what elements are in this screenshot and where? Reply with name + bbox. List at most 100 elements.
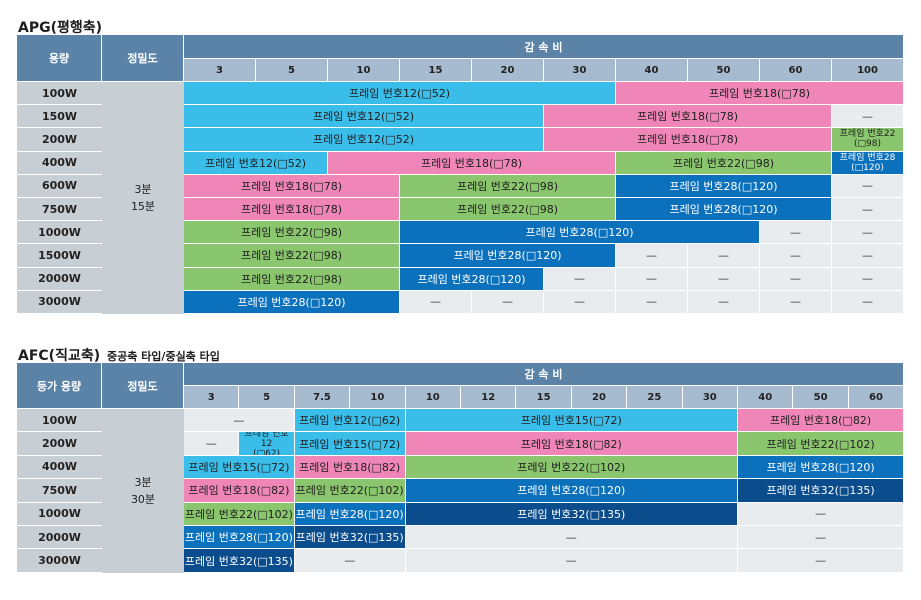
afc-ratio-8: 25 xyxy=(627,386,683,409)
afc-empty-cell: — xyxy=(405,549,738,573)
afc-frame-cell: 프레임 번호18(□82) xyxy=(405,432,738,456)
afc-ratio-0: 3 xyxy=(184,386,240,409)
apg-empty-cell: — xyxy=(832,198,904,222)
afc-frame-cell: 프레임 번호15(□72) xyxy=(405,409,738,433)
apg-ratio-1: 5 xyxy=(256,59,328,82)
apg-row-label: 1000W xyxy=(17,221,102,245)
afc-title: AFC(직교축) 중공축 타입/중실축 타입 xyxy=(18,345,220,365)
afc-ratio-7: 20 xyxy=(571,386,628,409)
afc-frame-cell: 프레임 번호22(□102) xyxy=(184,502,295,526)
afc-frame-cell: 프레임 번호18(□82) xyxy=(294,455,406,480)
apg-row-label: 2000W xyxy=(17,267,102,291)
afc-ratio-1: 5 xyxy=(239,386,295,409)
afc-frame-cell: 프레임 번호32(□135) xyxy=(405,502,738,526)
apg-row-label: 400W xyxy=(17,151,102,175)
apg-frame-cell: 프레임 번호28(□120) xyxy=(616,198,832,222)
afc-frame-cell: 프레임 번호22(□102) xyxy=(405,455,738,480)
afc-frame-cell: 프레임 번호15(□72) xyxy=(294,432,406,456)
apg-empty-cell: — xyxy=(616,267,688,291)
apg-frame-cell: 프레임 번호22 (□98) xyxy=(832,128,904,152)
apg-empty-cell: — xyxy=(832,290,904,314)
apg-empty-cell: — xyxy=(832,105,904,129)
apg-frame-cell: 프레임 번호18(□78) xyxy=(184,198,400,222)
apg-empty-cell: — xyxy=(760,267,832,291)
apg-frame-cell: 프레임 번호18(□78) xyxy=(328,151,616,175)
afc-ratio-header: 감 속 비 xyxy=(184,363,904,386)
apg-empty-cell: — xyxy=(616,244,688,268)
apg-empty-cell: — xyxy=(832,174,904,198)
apg-frame-cell: 프레임 번호18(□78) xyxy=(184,174,400,198)
apg-frame-cell: 프레임 번호28(□120) xyxy=(184,290,400,314)
afc-frame-cell: 프레임 번호28(□120) xyxy=(405,479,738,503)
apg-frame-cell: 프레임 번호22(□98) xyxy=(616,151,832,175)
apg-precision-value: 3분 15분 xyxy=(102,82,184,314)
apg-row-label: 600W xyxy=(17,174,102,198)
apg-ratio-5: 30 xyxy=(544,59,616,82)
afc-frame-cell: 프레임 번호32(□135) xyxy=(294,526,406,550)
apg-frame-cell: 프레임 번호28(□120) xyxy=(616,174,832,198)
apg-frame-cell: 프레임 번호18(□78) xyxy=(544,128,832,152)
afc-ratio-11: 50 xyxy=(793,386,849,409)
afc-empty-cell: — xyxy=(184,409,295,433)
afc-empty-cell: — xyxy=(294,549,406,573)
afc-frame-cell: 프레임 번호28(□120) xyxy=(184,526,295,550)
apg-frame-cell: 프레임 번호22(□98) xyxy=(184,244,400,268)
afc-precision-header: 정밀도 xyxy=(102,363,184,409)
afc-frame-cell: 프레임 번호12(□62) xyxy=(294,409,406,433)
apg-empty-cell: — xyxy=(760,290,832,314)
apg-ratio-header: 감 속 비 xyxy=(184,35,904,59)
afc-frame-cell: 프레임 번호22(□102) xyxy=(738,432,905,456)
apg-empty-cell: — xyxy=(688,290,760,314)
apg-frame-cell: 프레임 번호22(□98) xyxy=(184,267,400,291)
apg-frame-cell: 프레임 번호12(□52) xyxy=(184,151,328,175)
apg-frame-cell: 프레임 번호12(□52) xyxy=(184,82,616,106)
afc-row-label: 2000W xyxy=(17,526,102,550)
afc-frame-cell: 프레임 번호32(□135) xyxy=(738,479,905,503)
apg-empty-cell: — xyxy=(616,290,688,314)
apg-frame-cell: 프레임 번호12(□52) xyxy=(184,128,544,152)
apg-empty-cell: — xyxy=(688,244,760,268)
afc-ratio-6: 15 xyxy=(516,386,572,409)
afc-frame-cell: 프레임 번호12 (□62) xyxy=(239,432,295,456)
afc-title-main: AFC(직교축) xyxy=(18,348,101,364)
apg-precision-header: 정밀도 xyxy=(102,35,184,82)
afc-frame-cell: 프레임 번호22(□102) xyxy=(294,479,406,503)
apg-frame-cell: 프레임 번호18(□78) xyxy=(616,82,904,106)
apg-ratio-9: 100 xyxy=(832,59,904,82)
apg-frame-cell: 프레임 번호28(□120) xyxy=(400,267,544,291)
afc-empty-cell: — xyxy=(738,526,905,550)
apg-empty-cell: — xyxy=(760,244,832,268)
apg-row-label: 100W xyxy=(17,82,102,106)
apg-empty-cell: — xyxy=(400,290,472,314)
apg-capacity-header: 용량 xyxy=(17,35,102,82)
afc-row-label: 200W xyxy=(17,432,102,456)
apg-row-label: 1500W xyxy=(17,244,102,268)
apg-frame-cell: 프레임 번호18(□78) xyxy=(544,105,832,129)
apg-empty-cell: — xyxy=(544,290,616,314)
apg-empty-cell: — xyxy=(544,267,616,291)
apg-frame-cell: 프레임 번호12(□52) xyxy=(184,105,544,129)
apg-ratio-6: 40 xyxy=(616,59,688,82)
afc-row-label: 3000W xyxy=(17,549,102,573)
apg-ratio-3: 15 xyxy=(400,59,472,82)
apg-frame-cell: 프레임 번호22(□98) xyxy=(184,221,400,245)
afc-frame-cell: 프레임 번호18(□82) xyxy=(738,409,905,433)
apg-ratio-0: 3 xyxy=(184,59,256,82)
apg-empty-cell: — xyxy=(472,290,544,314)
afc-empty-cell: — xyxy=(738,502,905,526)
afc-ratio-9: 30 xyxy=(682,386,738,409)
afc-ratio-3: 10 xyxy=(350,386,406,409)
apg-empty-cell: — xyxy=(832,221,904,245)
apg-row-label: 750W xyxy=(17,198,102,222)
apg-frame-cell: 프레임 번호22(□98) xyxy=(400,174,616,198)
afc-capacity-header: 등가 용량 xyxy=(17,363,102,409)
afc-row-label: 750W xyxy=(17,479,102,503)
afc-row-label: 100W xyxy=(17,409,102,433)
apg-empty-cell: — xyxy=(832,267,904,291)
afc-precision-value: 3분 30분 xyxy=(102,409,184,573)
afc-ratio-10: 40 xyxy=(738,386,794,409)
afc-frame-cell: 프레임 번호32(□135) xyxy=(184,549,295,573)
apg-ratio-7: 50 xyxy=(688,59,760,82)
afc-row-label: 400W xyxy=(17,455,102,480)
apg-ratio-8: 60 xyxy=(760,59,832,82)
